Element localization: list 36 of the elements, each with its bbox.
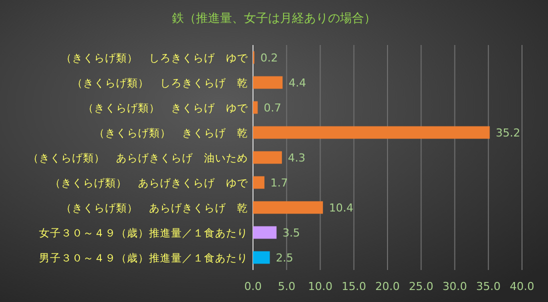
bar bbox=[253, 201, 323, 214]
y-tick-label: （きくらげ類） しろきくらげ ゆで bbox=[61, 52, 249, 64]
data-label: 2.5 bbox=[276, 252, 294, 264]
y-tick-label: 男子３０～４９（歳）推進量／１食あたり bbox=[39, 252, 248, 264]
data-label: 35.2 bbox=[496, 126, 520, 140]
y-tick-label: （きくらげ類） あらげきくらげ 乾 bbox=[61, 202, 248, 214]
x-tick-label: 0.0 bbox=[244, 280, 262, 293]
bar bbox=[253, 226, 277, 239]
data-label: 10.4 bbox=[328, 202, 354, 214]
bar bbox=[253, 176, 264, 189]
bar bbox=[253, 101, 258, 114]
chart-title: 鉄（推進量、女子は月経ありの場合） bbox=[172, 11, 376, 25]
y-tick-label: （きくらげ類） きくらげ 乾 bbox=[94, 128, 248, 140]
x-tick-label: 10.0 bbox=[308, 280, 332, 293]
x-tick-label: 25.0 bbox=[408, 280, 434, 293]
bar bbox=[253, 251, 270, 264]
y-tick-label: （きくらげ類） あらげきくらげ 油いため bbox=[28, 152, 248, 164]
bar bbox=[253, 126, 490, 139]
x-tick-label: 30.0 bbox=[442, 280, 467, 293]
x-tick-label: 15.0 bbox=[342, 280, 366, 293]
y-tick-label: （きくらげ類） しろきくらげ 乾 bbox=[72, 78, 248, 90]
data-label: 1.7 bbox=[270, 176, 288, 190]
x-tick-label: 40.0 bbox=[510, 280, 534, 293]
x-tick-label: 20.0 bbox=[375, 280, 400, 293]
x-tick-label: 35.0 bbox=[476, 280, 501, 293]
data-label: 4.3 bbox=[288, 152, 306, 164]
data-label: 0.7 bbox=[264, 102, 282, 114]
x-tick-label: 5.0 bbox=[278, 280, 296, 293]
y-tick-label: （きくらげ類） きくらげ ゆで bbox=[83, 102, 249, 114]
data-label: 4.4 bbox=[288, 76, 306, 90]
data-label: 3.5 bbox=[282, 226, 300, 240]
data-label: 0.2 bbox=[260, 52, 278, 64]
bar bbox=[253, 76, 283, 89]
bar bbox=[253, 151, 282, 164]
y-tick-label: 女子３０～４９（歳）推進量／１食あたり bbox=[39, 226, 248, 240]
y-tick-label: （きくらげ類） あらげきくらげ ゆで bbox=[50, 178, 249, 190]
